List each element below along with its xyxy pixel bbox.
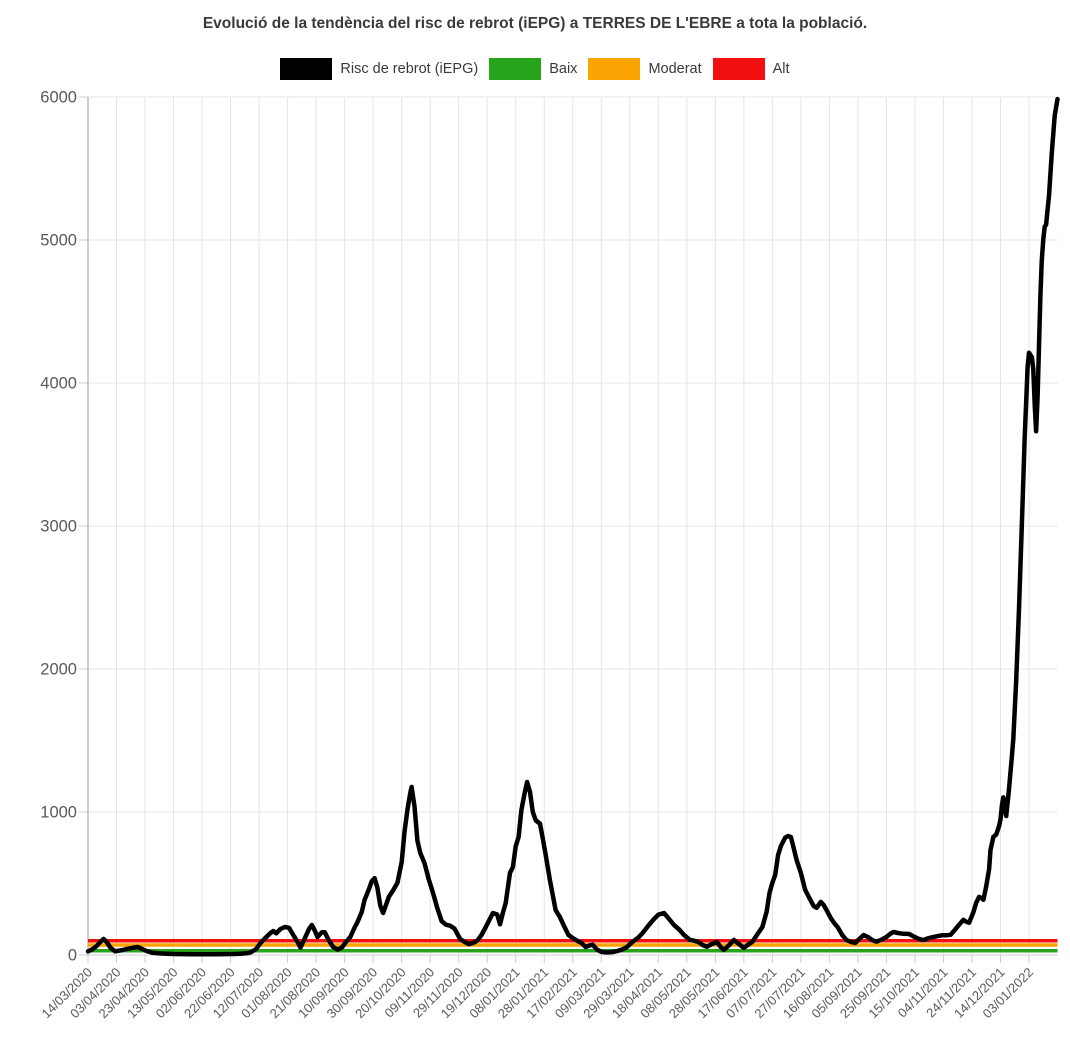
legend-swatch-alt xyxy=(712,58,765,80)
legend-label-moderat: Moderat xyxy=(648,61,702,77)
x-axis-labels: 14/03/202003/04/202023/04/202013/05/2020… xyxy=(38,965,1036,1022)
legend-label-baix: Baix xyxy=(549,61,578,77)
legend-item-alt: Alt xyxy=(712,58,790,80)
svg-text:2000: 2000 xyxy=(40,661,77,679)
legend-swatch-moderat xyxy=(588,58,641,80)
tick-marks xyxy=(79,96,1030,963)
legend-swatch-iepg xyxy=(280,58,333,80)
svg-text:1000: 1000 xyxy=(40,804,77,822)
legend-label-iepg: Risc de rebrot (iEPG) xyxy=(340,61,479,77)
svg-text:0: 0 xyxy=(68,947,77,965)
series-line-iepg xyxy=(85,96,1060,957)
svg-text:6000: 6000 xyxy=(40,89,77,107)
legend: Risc de rebrot (iEPG) Baix Moderat Alt xyxy=(0,58,1070,80)
y-axis-labels: 0 1000 2000 3000 4000 5000 6000 xyxy=(40,89,77,965)
svg-text:3000: 3000 xyxy=(40,518,77,536)
legend-item-moderat: Moderat xyxy=(588,58,702,80)
legend-swatch-baix xyxy=(489,58,542,80)
svg-text:4000: 4000 xyxy=(40,375,77,393)
legend-item-iepg: Risc de rebrot (iEPG) xyxy=(280,58,478,80)
legend-item-baix: Baix xyxy=(489,58,577,80)
chart-title: Evolució de la tendència del risc de reb… xyxy=(202,15,868,32)
svg-text:5000: 5000 xyxy=(40,232,77,250)
gridlines xyxy=(87,96,1058,956)
legend-label-alt: Alt xyxy=(772,61,790,77)
